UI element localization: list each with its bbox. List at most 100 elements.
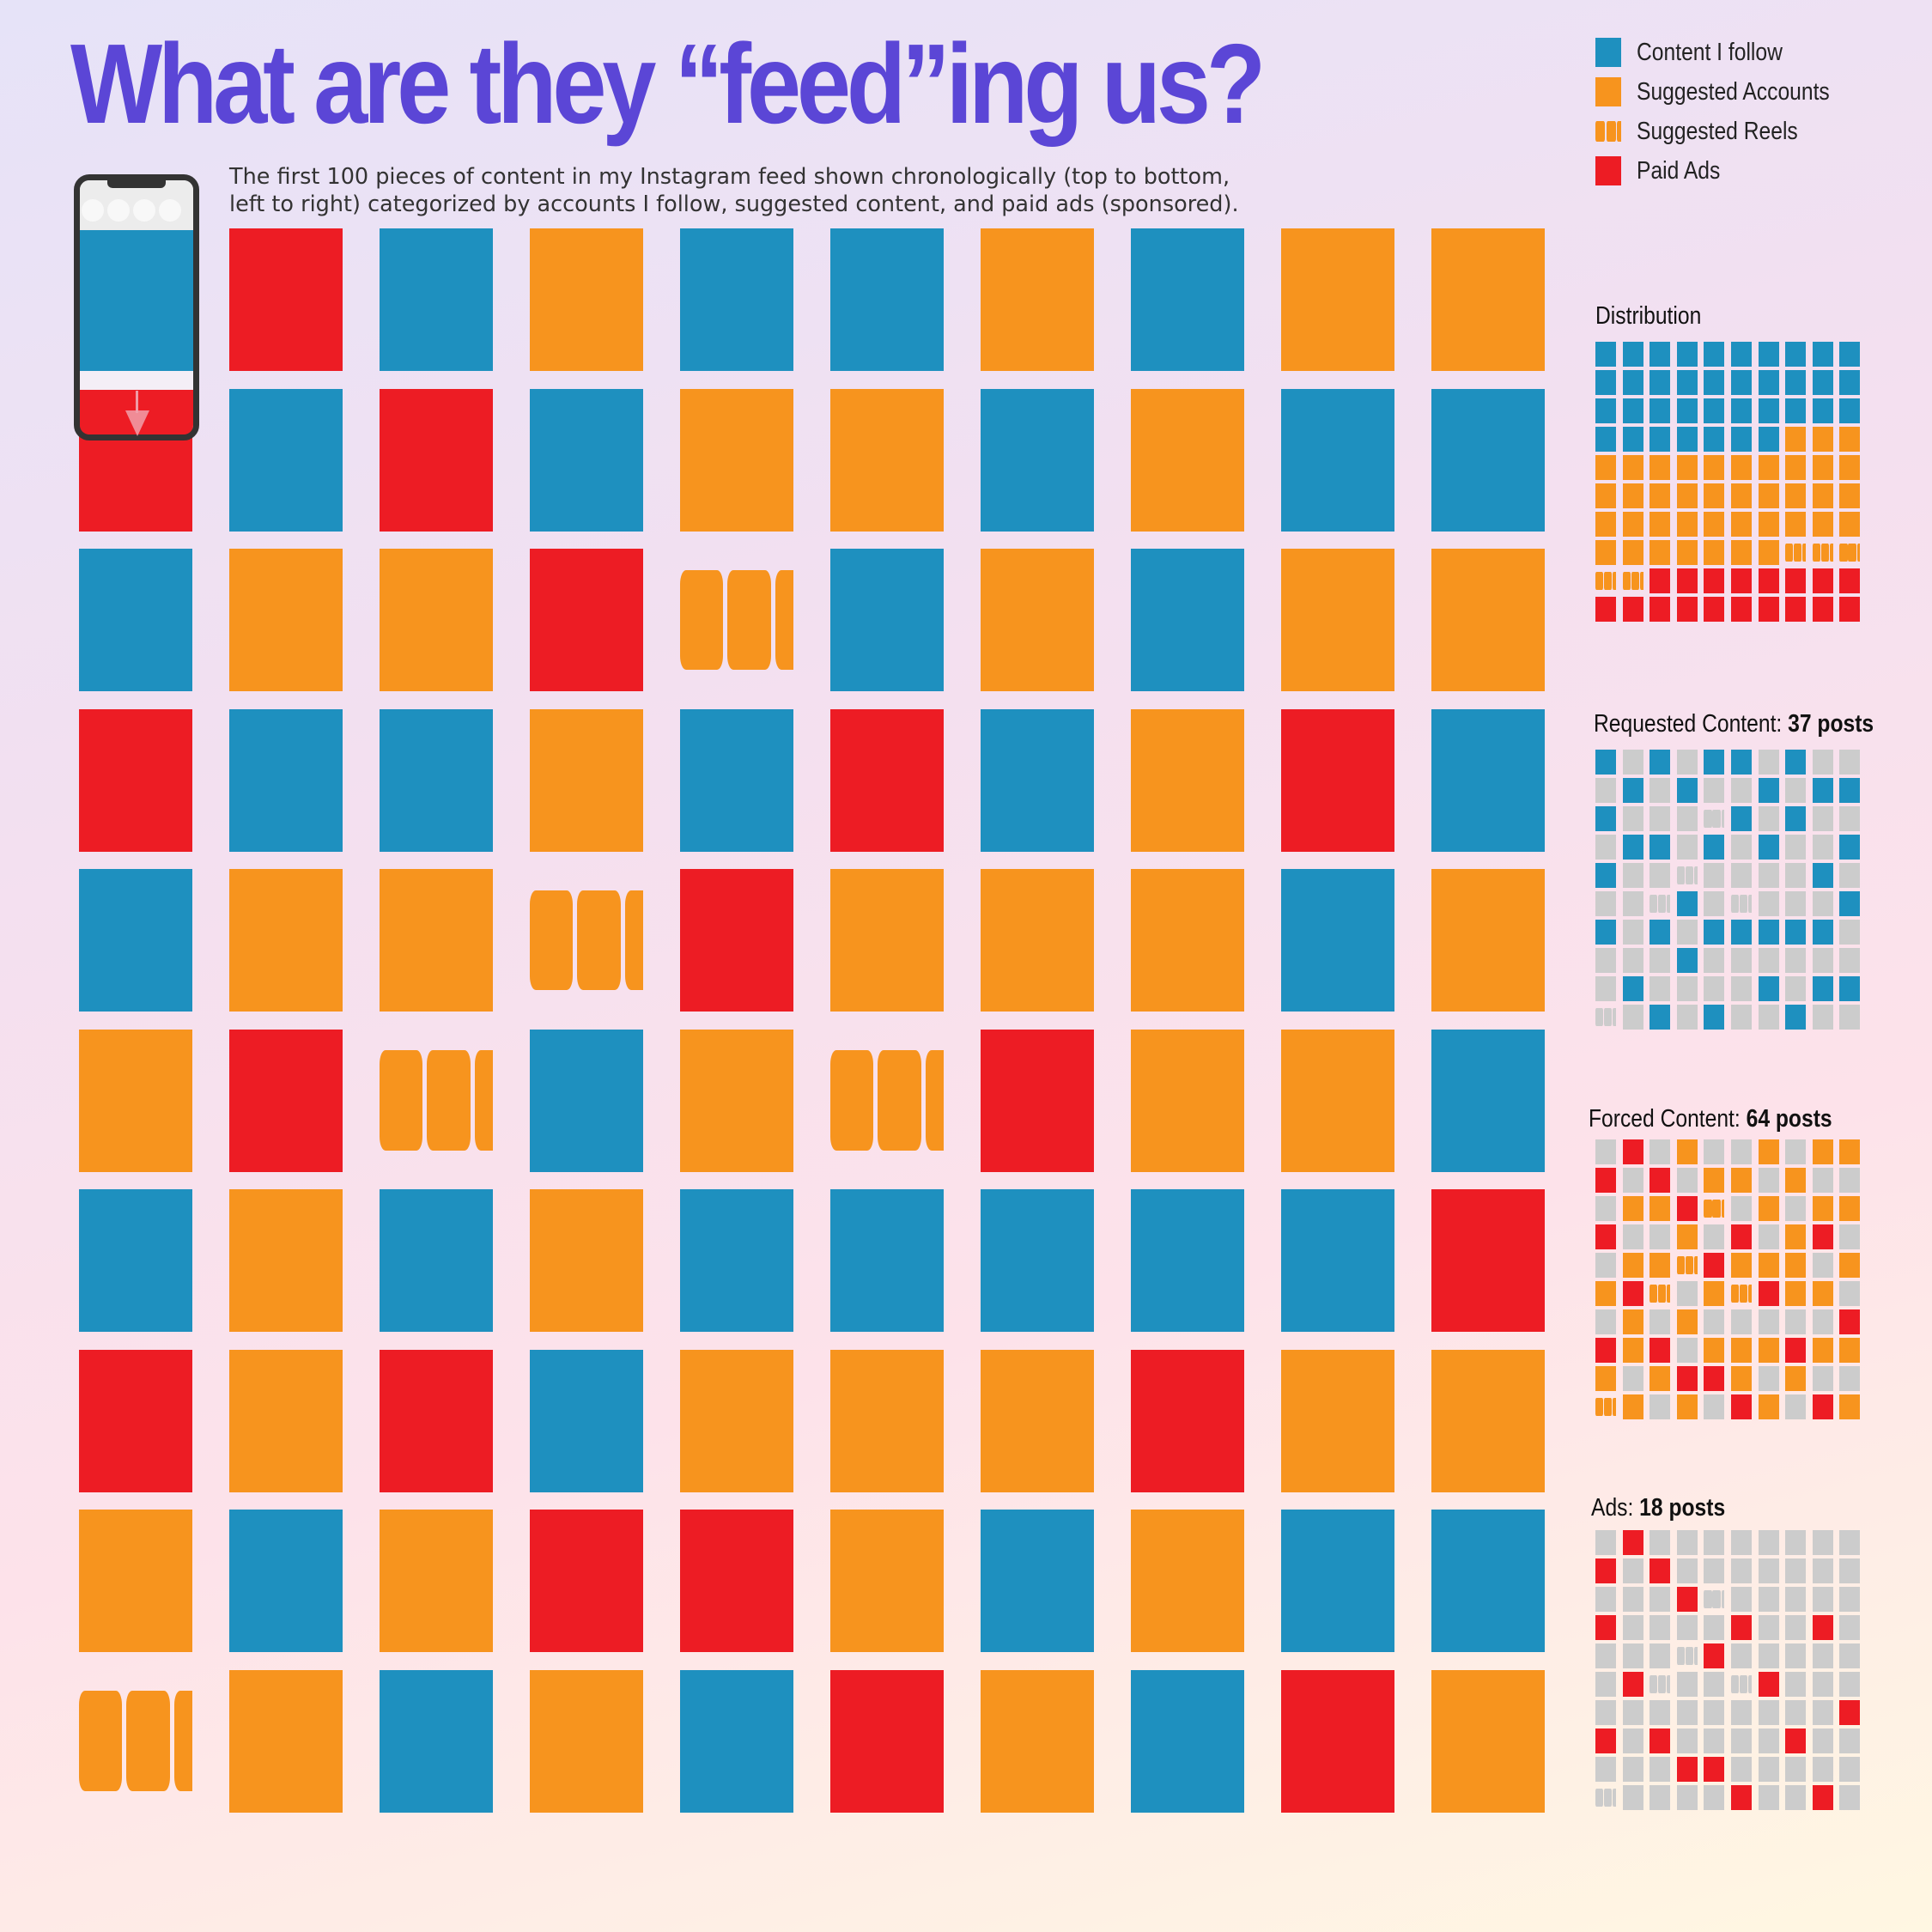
- cell-inactive: [1649, 976, 1671, 1001]
- cell-suggested: [1622, 455, 1643, 480]
- cell-suggested: [1839, 1338, 1861, 1363]
- cell-suggested: [1622, 540, 1643, 565]
- cell-inactive: [1812, 1005, 1833, 1030]
- reel-bar: [1785, 544, 1794, 562]
- cell-inactive: [1839, 806, 1861, 831]
- cell-ad: [830, 708, 944, 852]
- reel-bar: [1613, 1789, 1616, 1807]
- cell-suggested: [1676, 1309, 1698, 1334]
- cell-inactive: [1758, 750, 1779, 775]
- cell-suggested: [1595, 512, 1616, 537]
- cell-inactive: [1812, 1587, 1833, 1612]
- cell-ad: [229, 228, 343, 371]
- reel-bar: [1712, 1200, 1721, 1218]
- cell-follow: [1676, 427, 1698, 452]
- cell-suggested: [1812, 1281, 1833, 1306]
- cell-inactive: [1595, 778, 1616, 803]
- legend: Content I follow Suggested Accounts Sugg…: [1595, 33, 1863, 191]
- reel-bar: [1740, 1285, 1748, 1303]
- cell-follow: [1731, 398, 1752, 423]
- reel-bar: [1604, 1789, 1613, 1807]
- cell-suggested: [1704, 483, 1725, 508]
- cell-follow: [1704, 835, 1725, 860]
- cell-suggested: [380, 1510, 493, 1652]
- cell-inactive: [1649, 1394, 1671, 1419]
- cell-follow: [680, 1669, 793, 1813]
- cell-reel: [1622, 568, 1643, 593]
- phone-post-follow: [80, 230, 193, 371]
- cell-ad: [1649, 1558, 1671, 1583]
- cell-inactive: [1785, 778, 1807, 803]
- reel-bar: [1676, 1647, 1685, 1665]
- reel-bar: [1604, 572, 1613, 590]
- cell-suggested: [1622, 1253, 1643, 1278]
- reel-bar: [1658, 1675, 1667, 1693]
- cell-follow: [981, 388, 1094, 532]
- cell-follow: [1622, 370, 1643, 395]
- cell-follow: [1676, 342, 1698, 367]
- cell-suggested: [1676, 1139, 1698, 1164]
- reel-bar: [1667, 895, 1671, 913]
- reel-bar: [530, 890, 574, 991]
- cell-inactive: [1649, 1587, 1671, 1612]
- cell-reel-inactive: [1595, 1005, 1616, 1030]
- cell-follow: [1676, 778, 1698, 803]
- cell-inactive: [1785, 1700, 1807, 1725]
- cell-inactive: [1676, 835, 1698, 860]
- reel-bar: [1676, 1256, 1685, 1274]
- cell-ad: [1839, 1700, 1861, 1725]
- cell-inactive: [1731, 835, 1752, 860]
- cell-follow: [1812, 398, 1833, 423]
- cell-suggested: [229, 1669, 343, 1813]
- cell-inactive: [1622, 948, 1643, 973]
- cell-suggested: [1839, 1394, 1861, 1419]
- cell-inactive: [1731, 948, 1752, 973]
- cell-ad: [1812, 1785, 1833, 1810]
- reel-bar: [1812, 544, 1820, 562]
- reel-bar: [1721, 810, 1725, 828]
- cell-ad: [1595, 597, 1616, 622]
- cell-inactive: [1676, 1672, 1698, 1697]
- cell-ad: [1595, 1338, 1616, 1363]
- cell-reel: [1704, 1196, 1725, 1221]
- cell-inactive: [1785, 1558, 1807, 1583]
- legend-label: Content I follow: [1637, 38, 1783, 66]
- cell-inactive: [1704, 891, 1725, 916]
- cell-inactive: [1649, 948, 1671, 973]
- cell-suggested: [1731, 483, 1752, 508]
- cell-follow: [380, 228, 493, 371]
- cell-suggested: [1785, 1224, 1807, 1249]
- cell-inactive: [1649, 1700, 1671, 1725]
- cell-suggested: [1704, 1281, 1725, 1306]
- cell-inactive: [1622, 1366, 1643, 1391]
- cell-follow: [229, 708, 343, 852]
- reel-bar: [1748, 895, 1752, 913]
- cell-ad: [1758, 1672, 1779, 1697]
- cell-inactive: [1785, 1757, 1807, 1782]
- cell-reel-inactive: [1704, 806, 1725, 831]
- reel-bar: [1639, 572, 1643, 590]
- cell-ad: [1704, 1366, 1725, 1391]
- cell-suggested: [1676, 540, 1698, 565]
- cell-follow: [1595, 806, 1616, 831]
- cell-inactive: [1731, 1005, 1752, 1030]
- cell-follow: [981, 1189, 1094, 1332]
- reel-bar: [1704, 810, 1712, 828]
- legend-swatch-ad: [1595, 156, 1621, 185]
- cell-inactive: [1595, 1587, 1616, 1612]
- cell-follow: [1812, 370, 1833, 395]
- forced-title-text: Forced Content:: [1589, 1105, 1741, 1133]
- cell-ad: [1839, 568, 1861, 593]
- cell-follow: [1758, 427, 1779, 452]
- reel-bar: [1613, 1008, 1616, 1026]
- cell-follow: [1622, 342, 1643, 367]
- cell-ad: [1812, 597, 1833, 622]
- reel-bar: [1685, 1647, 1693, 1665]
- legend-label: Suggested Accounts: [1637, 77, 1830, 106]
- cell-follow: [1649, 342, 1671, 367]
- cell-inactive: [1758, 1530, 1779, 1555]
- cell-ad: [1758, 1281, 1779, 1306]
- reel-bar: [1748, 1285, 1752, 1303]
- reel-bar: [1676, 866, 1685, 884]
- cell-follow: [1281, 1189, 1394, 1332]
